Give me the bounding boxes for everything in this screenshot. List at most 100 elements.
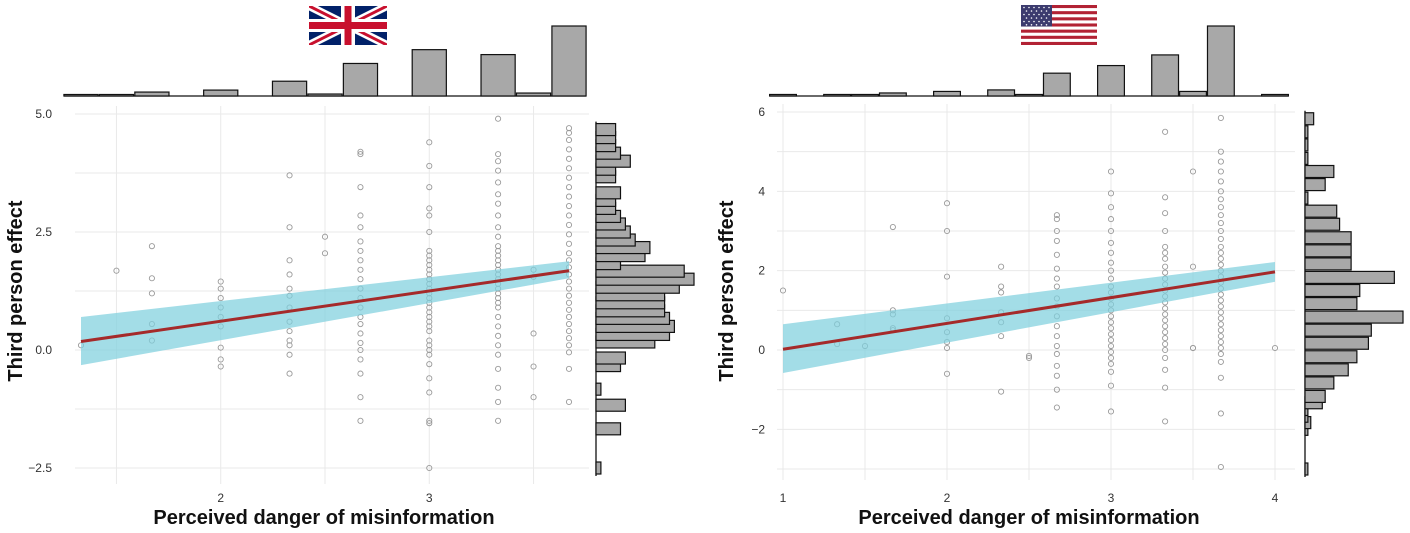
uk-data-point xyxy=(426,261,433,269)
us-x-hist-bar xyxy=(878,92,907,97)
uk-data-point xyxy=(357,212,364,219)
us-y-hist-bar xyxy=(1304,310,1404,324)
uk-data-point xyxy=(357,276,364,283)
uk-data-point xyxy=(495,179,502,186)
us-x-hist-bar xyxy=(1015,93,1043,97)
uk-data-point xyxy=(286,224,293,231)
us-y-axis-title: Third person effect xyxy=(716,200,738,381)
us-data-point xyxy=(1271,344,1279,352)
uk-data-point xyxy=(495,295,502,302)
us-x-hist-bar xyxy=(1151,54,1180,97)
us-x-tick-label: 4 xyxy=(1272,491,1279,505)
uk-data-point xyxy=(357,417,364,424)
uk-data-point xyxy=(565,320,573,328)
us-data-point xyxy=(1107,249,1115,256)
us-data-point xyxy=(1107,319,1115,326)
us-data-point xyxy=(1107,267,1115,274)
us-y-hist-bar xyxy=(1304,164,1335,179)
us-y-hist-bar xyxy=(1304,204,1338,218)
us-data-point xyxy=(1217,158,1224,165)
uk-data-point xyxy=(565,129,573,136)
uk-data-point xyxy=(217,278,224,285)
us-data-point xyxy=(1053,350,1060,358)
us-data-point xyxy=(1162,366,1169,373)
uk-y-hist-bar xyxy=(595,186,622,200)
us-data-point xyxy=(943,227,951,235)
us-data-point xyxy=(1162,255,1169,262)
uk-data-point xyxy=(495,167,502,174)
us-data-point xyxy=(1217,321,1224,328)
us-data-point xyxy=(1217,249,1224,256)
uk-x-hist-bar xyxy=(342,62,379,97)
us-data-point xyxy=(998,283,1005,290)
uk-data-point xyxy=(495,351,502,358)
us-data-point xyxy=(1217,255,1224,262)
us-data-point xyxy=(1162,210,1169,217)
uk-data-point xyxy=(426,247,433,254)
us-data-point xyxy=(1107,382,1115,389)
uk-data-point xyxy=(495,212,502,219)
uk-data-point xyxy=(286,337,293,344)
uk-data-point xyxy=(426,184,433,191)
uk-panel: 2 3 −2.5 0.0 2.5 5.0 Perceived danger of misi… xyxy=(5,6,695,529)
us-data-point xyxy=(1162,227,1169,235)
uk-data-point xyxy=(565,365,573,372)
us-x-tick-label: 1 xyxy=(780,491,787,505)
uk-x-hist-bar xyxy=(63,93,99,97)
uk-data-point xyxy=(565,155,573,162)
us-y-tick-label: −2 xyxy=(751,422,765,436)
us-y-hist-bar xyxy=(1304,257,1352,271)
us-data-point xyxy=(1107,337,1115,344)
uk-data-point xyxy=(495,304,502,311)
us-data-point xyxy=(1053,372,1060,379)
us-data-point xyxy=(1217,212,1224,219)
us-data-point xyxy=(1217,196,1224,203)
us-data-point xyxy=(1107,354,1115,361)
uk-x-hist-bar xyxy=(98,93,135,97)
us-data-point xyxy=(1217,243,1224,250)
uk-data-point xyxy=(565,328,573,335)
us-data-point xyxy=(1107,408,1115,415)
uk-data-point xyxy=(426,420,433,427)
us-data-point xyxy=(1162,249,1169,256)
uk-data-point xyxy=(565,165,573,172)
us-data-point xyxy=(1217,309,1224,316)
us-data-point xyxy=(1189,168,1197,175)
us-x-hist-bar xyxy=(851,93,879,97)
uk-data-point xyxy=(565,250,573,257)
us-data-point xyxy=(1107,342,1115,350)
us-data-point xyxy=(1162,329,1169,336)
uk-data-point xyxy=(426,309,433,316)
us-data-point xyxy=(1053,342,1060,350)
uk-data-point xyxy=(565,306,573,313)
us-panel: 1 2 3 4 −2 0 2 4 6 Perceived danger of misinform… xyxy=(716,5,1404,529)
us-data-point xyxy=(1217,227,1224,235)
uk-data-point xyxy=(565,231,573,238)
uk-data-point xyxy=(426,212,433,219)
uk-data-point xyxy=(357,257,364,264)
uk-data-point xyxy=(495,233,502,240)
uk-x-hist-bar xyxy=(551,25,587,97)
uk-data-point xyxy=(426,271,433,278)
uk-data-point xyxy=(495,313,502,321)
uk-data-point xyxy=(495,365,502,372)
us-data-point xyxy=(998,263,1005,270)
uk-data-point xyxy=(530,394,537,401)
us-y-hist-bar xyxy=(1304,363,1349,377)
uk-data-point xyxy=(217,363,224,370)
us-data-point xyxy=(1162,243,1169,250)
uk-data-point xyxy=(495,191,502,198)
uk-data-point xyxy=(495,200,502,207)
uk-data-point xyxy=(286,351,293,358)
us-y-hist-bar xyxy=(1304,350,1358,364)
uk-data-point xyxy=(565,285,573,292)
uk-y-hist-bar xyxy=(595,351,626,365)
uk-data-point xyxy=(530,363,537,370)
us-data-point xyxy=(1107,313,1115,320)
uk-data-point xyxy=(426,375,433,382)
uk-data-point xyxy=(426,318,433,325)
uk-data-point xyxy=(426,417,433,424)
us-data-point xyxy=(1189,344,1197,352)
uk-x-hist-bar xyxy=(134,91,170,97)
uk-data-point xyxy=(495,151,502,158)
